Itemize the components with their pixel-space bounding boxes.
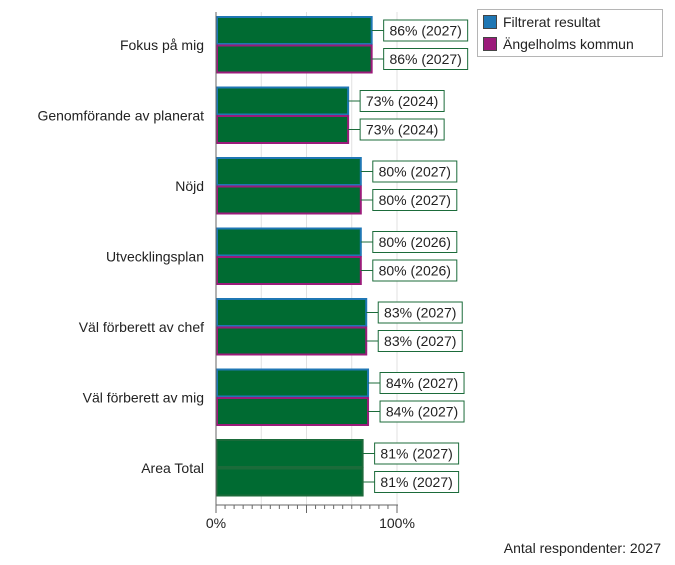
bar xyxy=(216,185,362,215)
category-label: Area Total xyxy=(141,460,204,476)
data-label-box xyxy=(377,301,463,324)
bar xyxy=(216,298,368,327)
data-label: 86% (2027) xyxy=(389,51,461,67)
legend-item-angelholm: Ängelholms kommun xyxy=(483,36,634,52)
bar xyxy=(216,397,370,426)
legend-swatch-filtrerat xyxy=(483,15,497,29)
data-label-box xyxy=(377,330,463,352)
category-label: Väl förberett av mig xyxy=(83,389,204,405)
data-label: 84% (2027) xyxy=(386,404,458,420)
category-label: Väl förberett av chef xyxy=(79,319,204,335)
bar xyxy=(216,326,368,356)
bar xyxy=(216,368,370,398)
data-label: 81% (2027) xyxy=(380,474,452,490)
category-label: Nöjd xyxy=(175,178,204,194)
category-label: Utvecklingsplan xyxy=(106,248,204,264)
bar xyxy=(216,115,350,144)
x-tick-label: 100% xyxy=(379,515,415,531)
data-label: 73% (2024) xyxy=(366,93,438,109)
data-label-box xyxy=(372,160,458,183)
data-label: 80% (2027) xyxy=(379,164,451,180)
data-label-box xyxy=(359,118,445,141)
data-label-box xyxy=(372,259,458,282)
data-label-box xyxy=(379,372,465,394)
chart-legend: Filtrerat resultat Ängelholms kommun xyxy=(477,9,663,57)
data-label: 80% (2027) xyxy=(379,192,451,208)
data-label-box xyxy=(383,19,469,42)
category-label: Fokus på mig xyxy=(120,37,204,53)
data-label: 81% (2027) xyxy=(380,446,452,462)
bar xyxy=(216,157,362,186)
data-label-box xyxy=(383,48,469,70)
data-label-box xyxy=(372,231,458,253)
bar xyxy=(216,44,373,74)
bar xyxy=(216,16,373,45)
legend-swatch-angelholm xyxy=(483,37,497,51)
legend-label-angelholm: Ängelholms kommun xyxy=(503,36,634,52)
category-label: Genomförande av planerat xyxy=(37,107,204,123)
legend-item-filtrerat: Filtrerat resultat xyxy=(483,14,600,30)
data-label: 83% (2027) xyxy=(384,305,456,321)
bar xyxy=(216,86,350,116)
data-label-box xyxy=(374,442,460,465)
respondent-count: Antal respondenter: 2027 xyxy=(503,540,661,556)
data-label: 84% (2027) xyxy=(386,375,458,391)
data-label-box xyxy=(359,90,445,112)
data-label: 80% (2026) xyxy=(379,263,451,279)
data-label: 73% (2024) xyxy=(366,122,438,138)
data-label-box xyxy=(379,400,465,423)
bar xyxy=(216,439,364,468)
data-label-box xyxy=(374,471,460,493)
bar xyxy=(216,467,364,497)
legend-label-filtrerat: Filtrerat resultat xyxy=(503,14,601,30)
bar xyxy=(216,227,362,257)
data-label: 83% (2027) xyxy=(384,333,456,349)
data-label-box xyxy=(372,189,458,211)
data-label: 80% (2026) xyxy=(379,234,451,250)
bar xyxy=(216,256,362,285)
x-tick-label: 0% xyxy=(206,515,226,531)
data-label: 86% (2027) xyxy=(389,23,461,39)
